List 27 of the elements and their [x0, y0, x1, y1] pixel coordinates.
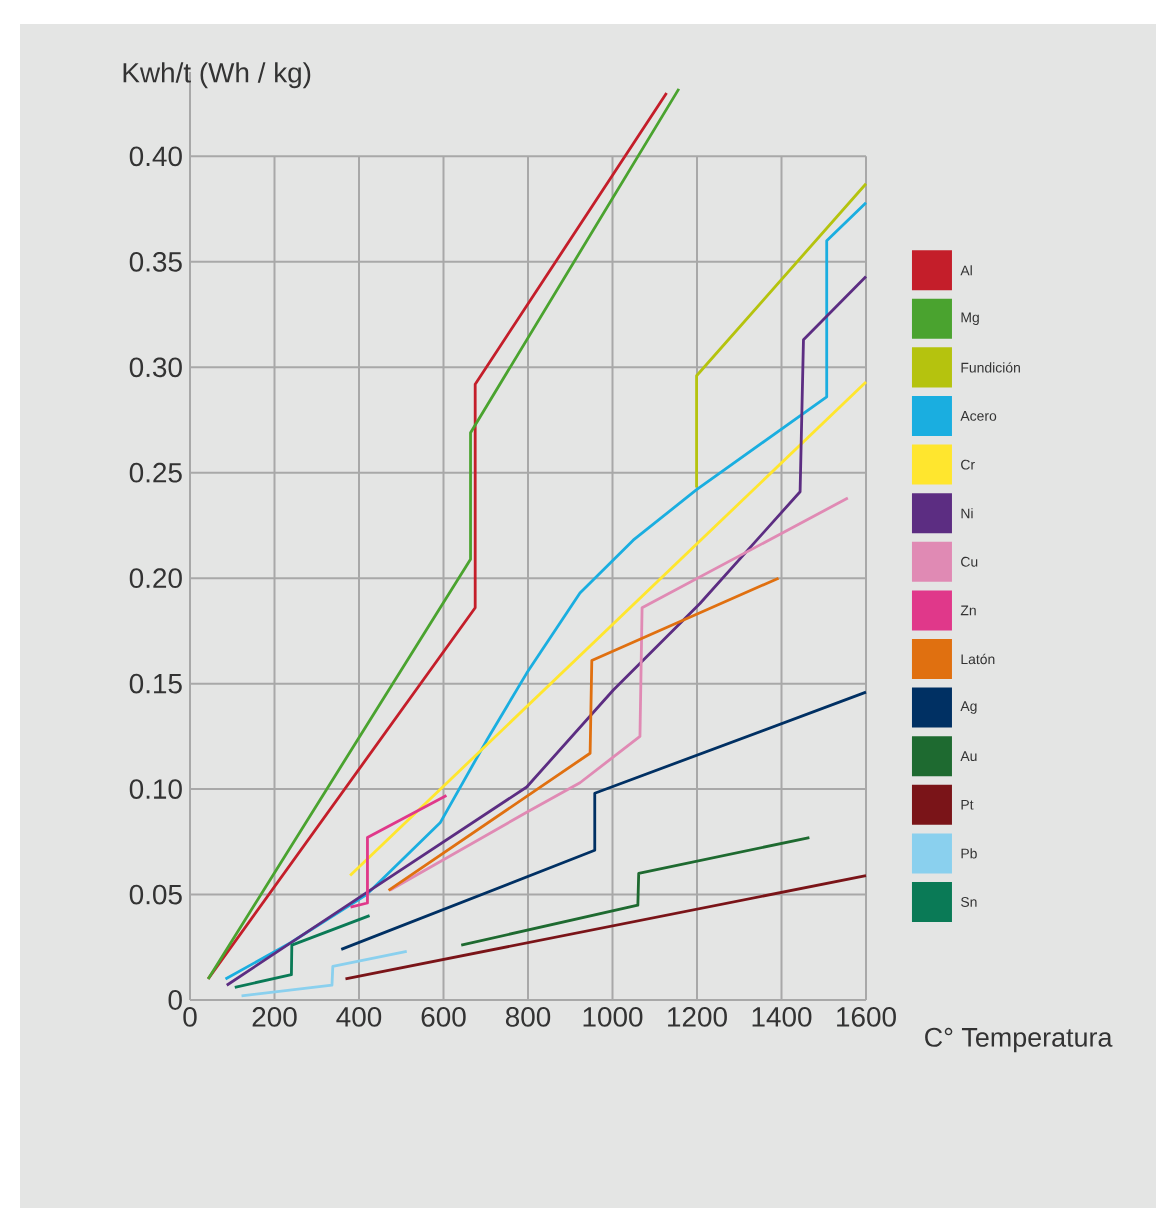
- y-axis-title: Kwh/t (Wh / kg): [123, 62, 311, 89]
- y-tick-label: 0.10: [129, 779, 182, 799]
- line-series: [339, 690, 868, 951]
- line-series: [387, 576, 780, 892]
- x-tick-label: 0: [183, 1007, 197, 1027]
- y-tick-label: 0.05: [129, 884, 182, 905]
- x-tick-label: 200: [252, 1007, 297, 1027]
- x-tick-label: 1600: [837, 1007, 896, 1027]
- line-series: [240, 950, 409, 998]
- x-axis-title: C° Temperatura: [925, 1027, 1113, 1053]
- line-series: [388, 496, 850, 892]
- x-tick-label: 600: [421, 1007, 466, 1027]
- y-tick-label: 0.20: [129, 568, 182, 589]
- y-tick-label: 0.40: [129, 146, 182, 167]
- y-tick-label: 0.30: [129, 357, 182, 378]
- x-tick-label: 1000: [583, 1007, 643, 1027]
- line-series: [233, 914, 371, 989]
- x-tick-label: 1400: [752, 1007, 812, 1027]
- line-series: [459, 836, 811, 947]
- x-tick-label: 800: [505, 1007, 551, 1027]
- line-series: [349, 794, 448, 909]
- y-tick-label: 0.35: [129, 251, 182, 272]
- y-tick-label: 0.15: [129, 673, 182, 694]
- x-tick-label: 400: [336, 1007, 382, 1027]
- y-tick-label: 0.25: [129, 462, 182, 483]
- x-tick-label: 1200: [668, 1007, 727, 1027]
- y-tick-label: 0: [168, 990, 182, 1010]
